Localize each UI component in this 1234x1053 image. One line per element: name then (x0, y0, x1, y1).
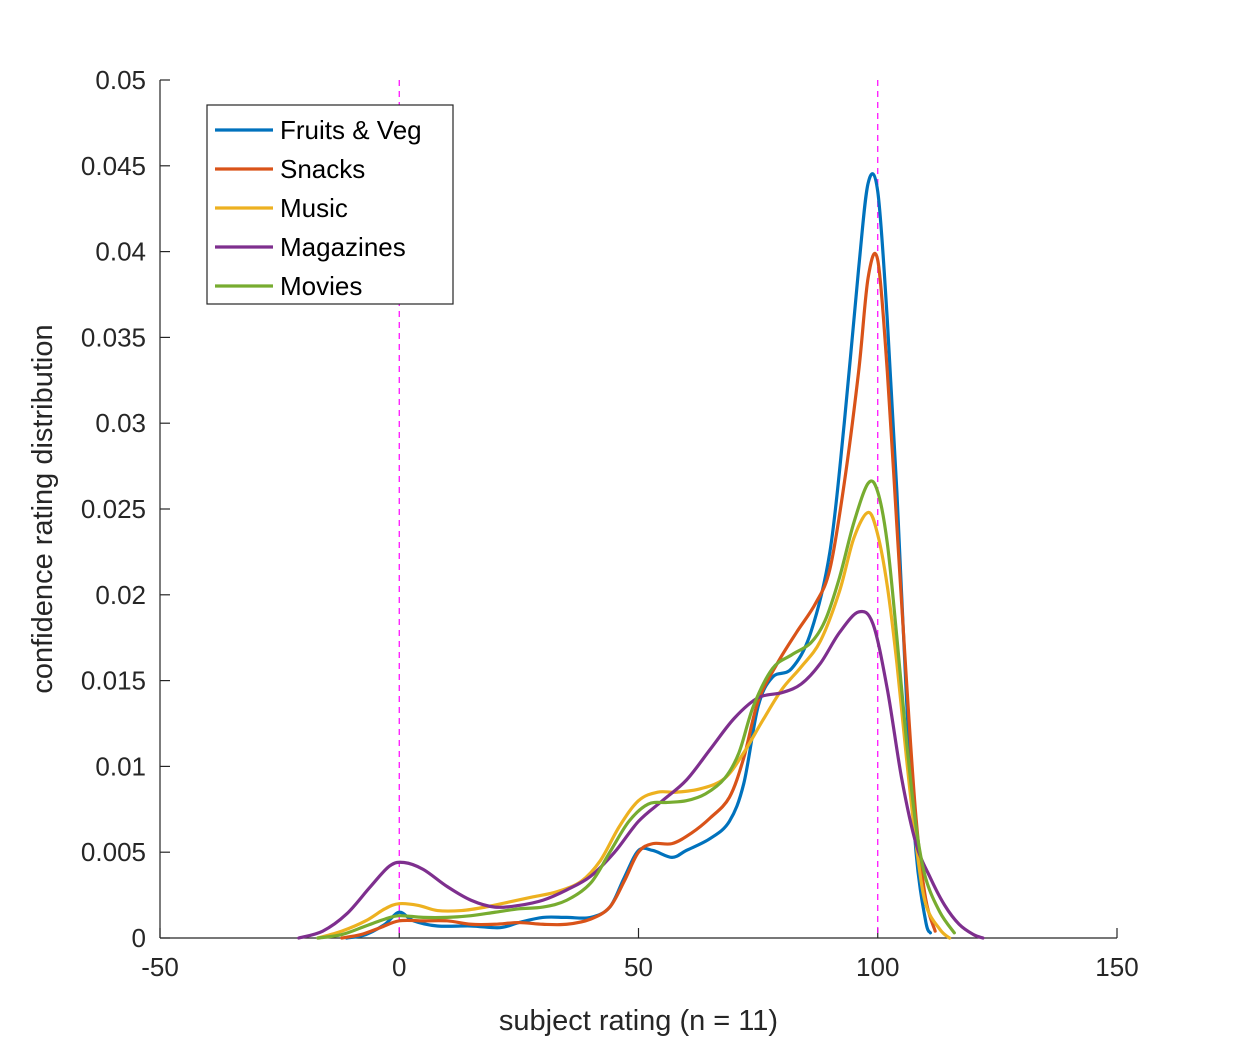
y-tick-label: 0.05 (95, 65, 146, 95)
x-axis-label: subject rating (n = 11) (499, 1005, 778, 1037)
y-tick-label: 0.04 (95, 237, 146, 267)
legend-entry: Music (280, 193, 348, 223)
legend-entry: Snacks (280, 154, 365, 184)
x-tick-label: 150 (1095, 952, 1138, 982)
series-line-0 (345, 172, 932, 940)
series-lines (297, 172, 985, 940)
y-tick-label: 0.035 (81, 322, 146, 352)
y-tick-label: 0 (132, 923, 146, 953)
x-tick-label: 0 (392, 952, 406, 982)
series-line-3 (297, 609, 985, 940)
x-tick-label: 50 (624, 952, 653, 982)
y-tick-label: 0.045 (81, 151, 146, 181)
x-tick-label: 100 (856, 952, 899, 982)
x-tick-label: -50 (141, 952, 179, 982)
y-tick-label: 0.01 (95, 751, 146, 781)
y-tick-label: 0.03 (95, 408, 146, 438)
series-line-4 (316, 479, 956, 940)
legend: Fruits & Veg Snacks Music Magazines Movies (206, 104, 454, 305)
legend-box (206, 104, 454, 305)
legend-entry: Fruits & Veg (280, 115, 422, 145)
y-tick-label: 0.015 (81, 666, 146, 696)
y-tick-label: 0.025 (81, 494, 146, 524)
y-tick-label: 0.005 (81, 837, 146, 867)
series-line-1 (340, 252, 937, 940)
axes: -50 0 50 100 15000.0050.010.0150.020.0250.03… (81, 65, 1139, 982)
legend-entry: Magazines (280, 232, 406, 262)
y-axis-label: confidence rating distribution (27, 324, 59, 693)
series-line-2 (316, 510, 952, 940)
y-tick-label: 0.02 (95, 580, 146, 610)
legend-entry: Movies (280, 271, 362, 301)
